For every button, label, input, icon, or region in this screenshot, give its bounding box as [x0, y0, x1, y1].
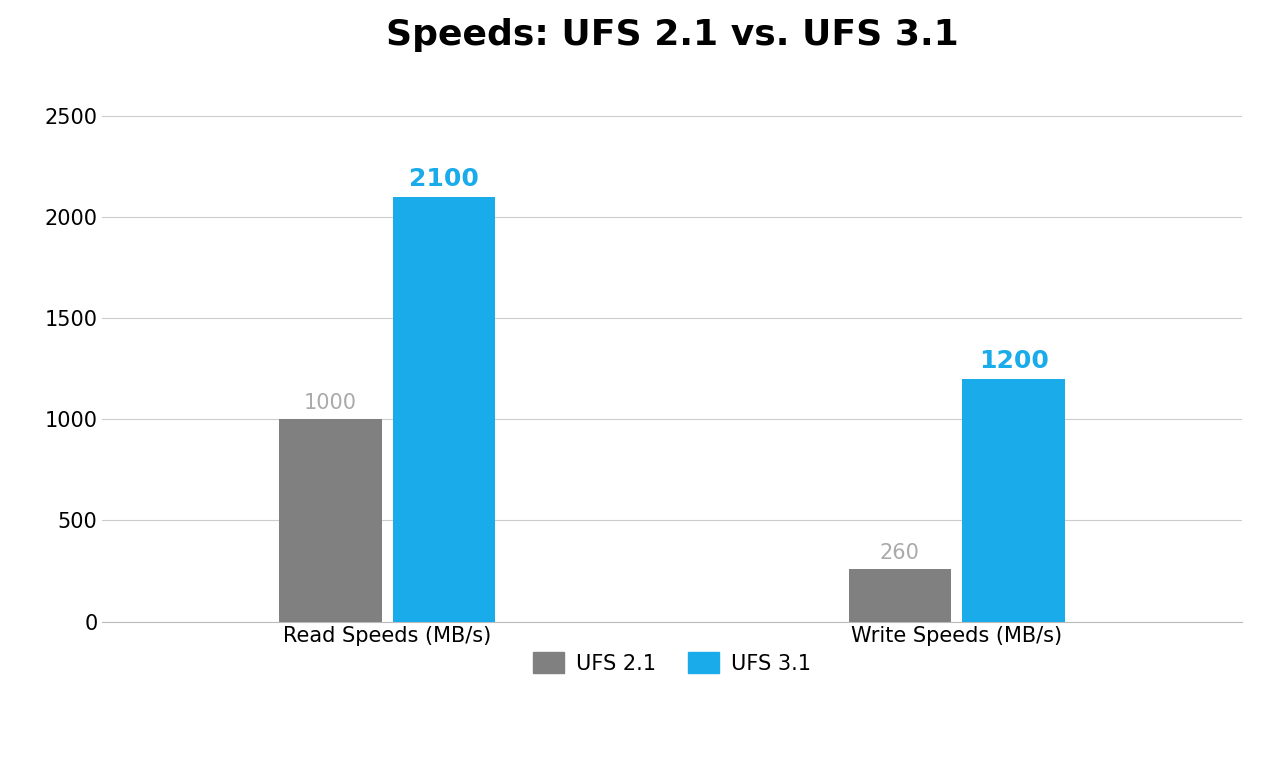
Bar [849, 569, 951, 622]
Bar [393, 197, 495, 622]
Title: Speeds: UFS 2.1 vs. UFS 3.1: Speeds: UFS 2.1 vs. UFS 3.1 [385, 18, 959, 52]
Bar [963, 379, 1065, 622]
Text: 260: 260 [879, 543, 920, 563]
Text: 1200: 1200 [979, 349, 1048, 373]
Text: 1000: 1000 [303, 393, 357, 413]
Bar [279, 419, 381, 622]
Legend: UFS 2.1, UFS 3.1: UFS 2.1, UFS 3.1 [525, 644, 819, 682]
Text: 2100: 2100 [410, 167, 479, 191]
